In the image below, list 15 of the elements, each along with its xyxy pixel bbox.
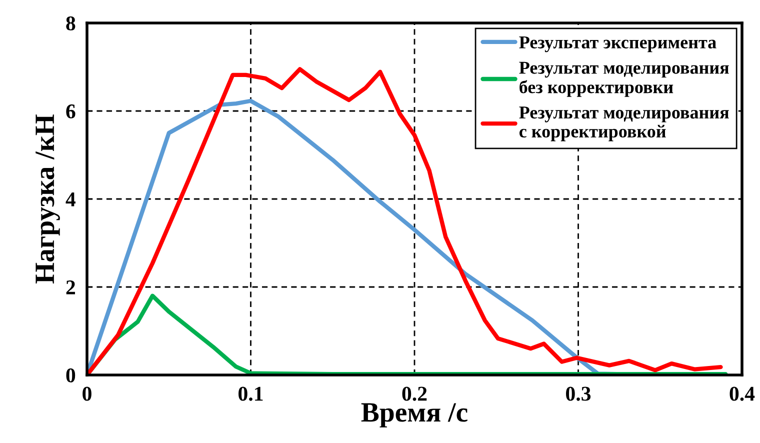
y-tick-label: 2 bbox=[66, 280, 75, 294]
y-tick-label: 6 bbox=[66, 104, 76, 118]
legend-label: Результат моделирования с корректировкой bbox=[519, 106, 729, 142]
x-tick-label: 0.4 bbox=[730, 386, 755, 401]
y-axis-title: Нагрузка /кН bbox=[36, 114, 60, 284]
y-tick-label: 8 bbox=[66, 16, 76, 30]
x-tick-label: 0.1 bbox=[238, 386, 263, 401]
legend-label: Результат эксперимента bbox=[519, 36, 716, 52]
x-tick-label: 0.3 bbox=[566, 386, 591, 401]
x-axis-title: Время /с bbox=[361, 403, 468, 428]
x-tick-label: 0.2 bbox=[402, 386, 427, 401]
y-tick-label: 4 bbox=[66, 192, 76, 206]
x-tick-label: 0 bbox=[82, 386, 92, 401]
y-tick-label: 0 bbox=[66, 368, 76, 382]
legend-label: Результат моделирования без корректировки bbox=[519, 62, 729, 97]
